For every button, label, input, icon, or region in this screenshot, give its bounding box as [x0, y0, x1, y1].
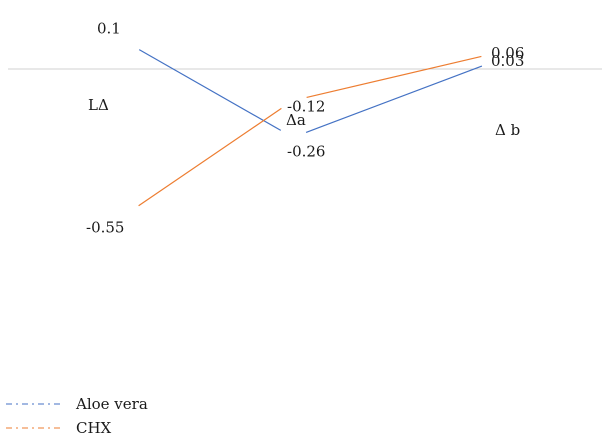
legend-item-aloe-vera: Aloe vera: [6, 392, 148, 416]
data-label: -0.55: [86, 219, 124, 237]
category-label: Δa: [286, 111, 306, 129]
legend-label-aloe-vera: Aloe vera: [76, 395, 148, 413]
category-label: LΔ: [88, 96, 109, 114]
series-line-chx-seg-1: [306, 55, 482, 98]
data-label: -0.12: [287, 98, 325, 116]
legend: Aloe vera CHX: [6, 392, 148, 440]
data-label: 0.06: [491, 44, 524, 62]
legend-swatch-chx: [6, 422, 64, 434]
data-label: 0.1: [97, 20, 121, 38]
data-label: 0.03: [491, 52, 524, 70]
series-line-aloe-vera-seg-0: [138, 49, 282, 131]
category-label: Δ b: [495, 121, 520, 139]
series-line-aloe-vera-seg-1: [305, 65, 483, 133]
legend-swatch-aloe-vera: [6, 398, 64, 410]
legend-item-chx: CHX: [6, 416, 148, 440]
series-line-chx-seg-0: [138, 107, 282, 207]
legend-label-chx: CHX: [76, 419, 112, 437]
data-label: -0.26: [287, 142, 325, 160]
